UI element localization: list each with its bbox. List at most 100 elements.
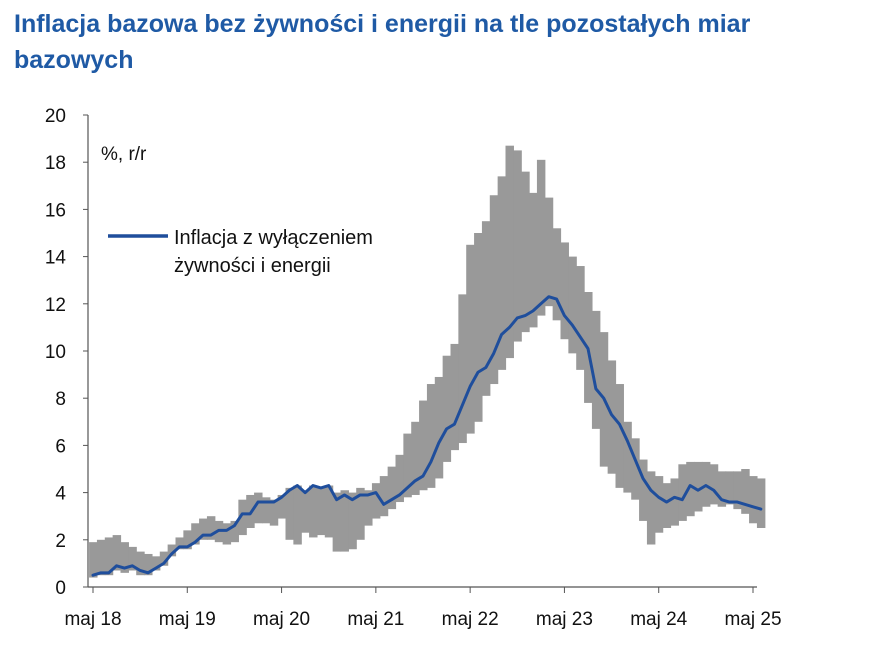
range-bar-2022-07	[481, 221, 491, 396]
range-band	[89, 145, 766, 578]
y-tick-label: 0	[55, 578, 66, 599]
range-bar-2022-12	[521, 171, 530, 333]
range-bar-2020-06	[285, 487, 294, 540]
range-bar-2022-04	[458, 294, 467, 444]
range-bar-2021-03	[356, 487, 365, 540]
range-bar-2019-07	[199, 518, 208, 540]
range-bar-2022-10	[505, 145, 514, 359]
range-bar-2019-11	[230, 520, 239, 543]
range-bar-2025-06	[756, 478, 766, 528]
range-bar-2019-12	[238, 499, 247, 536]
x-tick-label: maj 25	[724, 609, 781, 630]
range-bar-2021-07	[387, 466, 397, 510]
range-bar-2024-05	[654, 476, 664, 533]
range-bar-2023-05	[560, 242, 569, 340]
range-bar-2020-03	[261, 497, 271, 524]
range-bar-2019-04	[175, 537, 184, 550]
range-bar-2024-04	[646, 471, 656, 545]
x-tick-label: maj 21	[347, 609, 404, 630]
range-bar-2022-01	[434, 376, 444, 479]
range-bar-2023-12	[615, 384, 624, 488]
legend: Inflacja z wyłączeniem żywności i energi…	[108, 227, 373, 277]
range-bar-2024-06	[662, 483, 672, 528]
range-bar-2018-09	[120, 542, 129, 573]
x-axis-ticks: maj 18 maj 19 maj 20 maj 21 maj 22 maj 23 maj …	[64, 587, 782, 630]
range-bar-2018-08	[112, 535, 122, 571]
x-tick-label: maj 24	[630, 609, 687, 630]
range-bar-2019-01	[151, 556, 161, 571]
range-bar-2022-05	[466, 244, 475, 434]
range-bar-2018-07	[104, 537, 114, 576]
range-bar-2018-06	[96, 539, 106, 576]
range-bar-2025-05	[749, 476, 758, 524]
range-bar-2019-05	[183, 530, 192, 550]
range-bar-2024-01	[623, 421, 632, 493]
range-bar-2020-04	[269, 499, 279, 526]
y-tick-label: 2	[55, 531, 66, 552]
y-tick-label: 6	[55, 436, 66, 457]
range-bar-2023-01	[529, 192, 538, 328]
range-bar-2021-10	[411, 421, 420, 495]
range-bar-2023-09	[591, 310, 601, 429]
x-tick-label: maj 19	[159, 609, 216, 630]
range-bar-2019-02	[159, 551, 169, 566]
x-tick-label: maj 20	[253, 609, 310, 630]
range-bar-2024-03	[639, 459, 648, 521]
range-bar-2024-08	[678, 464, 687, 521]
range-bar-2023-02	[536, 159, 546, 316]
y-tick-label: 12	[45, 295, 66, 316]
chart-title: Inflacja bazowa bez żywności i energii n…	[14, 10, 751, 74]
range-bar-2021-11	[419, 400, 428, 491]
range-bar-2022-08	[489, 195, 499, 385]
range-bar-2025-04	[741, 469, 750, 514]
range-bar-2018-05	[89, 542, 98, 578]
range-bar-2021-05	[371, 483, 381, 519]
range-bar-2020-10	[316, 487, 326, 536]
y-axis-ticks: 0 2 4 6 8 10 12 14 16 18 20	[45, 106, 88, 599]
range-bar-2020-02	[254, 492, 263, 524]
y-tick-label: 4	[55, 484, 66, 505]
range-bar-2021-04	[364, 490, 373, 526]
range-bar-2018-12	[144, 553, 153, 576]
range-bar-2020-11	[324, 485, 334, 538]
range-bar-2021-09	[403, 433, 412, 498]
range-bar-2021-01	[340, 490, 349, 552]
range-bar-2020-08	[301, 490, 310, 533]
range-bar-2018-11	[136, 551, 145, 576]
range-bar-2020-09	[309, 485, 318, 538]
range-bar-2021-08	[395, 454, 404, 503]
range-bar-2020-07	[293, 485, 302, 545]
range-bar-2022-03	[450, 343, 459, 451]
range-bar-2020-12	[332, 492, 342, 552]
range-bar-2020-05	[277, 494, 287, 519]
range-bar-2024-12	[709, 464, 719, 505]
y-tick-label: 14	[45, 248, 67, 269]
range-bar-2023-03	[544, 197, 554, 307]
range-bar-2024-09	[686, 461, 695, 517]
range-bar-2025-02	[725, 471, 734, 505]
y-tick-label: 20	[45, 106, 66, 127]
y-tick-label: 18	[45, 153, 66, 174]
core-inflation-series	[91, 295, 763, 577]
range-bar-2018-10	[128, 546, 137, 571]
range-bar-2019-06	[191, 523, 200, 545]
range-bar-2021-02	[348, 492, 357, 550]
range-bar-2024-10	[694, 461, 703, 512]
range-bar-2022-09	[497, 176, 507, 370]
y-axis-label: %, r/r	[101, 144, 147, 165]
y-tick-label: 10	[45, 342, 66, 363]
range-bar-2025-03	[733, 471, 742, 510]
range-bar-2024-02	[631, 438, 640, 500]
range-bar-2022-06	[474, 233, 483, 422]
range-bar-2023-06	[568, 256, 577, 354]
range-bar-2019-10	[222, 523, 232, 545]
range-bar-2021-06	[379, 476, 389, 517]
range-bar-2025-01	[717, 471, 727, 507]
range-bar-2022-02	[442, 355, 452, 462]
range-bar-2024-07	[670, 478, 679, 526]
range-bar-2021-12	[426, 384, 436, 488]
legend-label-line-2: żywności i energii	[174, 255, 331, 277]
y-tick-label: 8	[55, 389, 66, 410]
x-tick-label: maj 18	[64, 609, 121, 630]
